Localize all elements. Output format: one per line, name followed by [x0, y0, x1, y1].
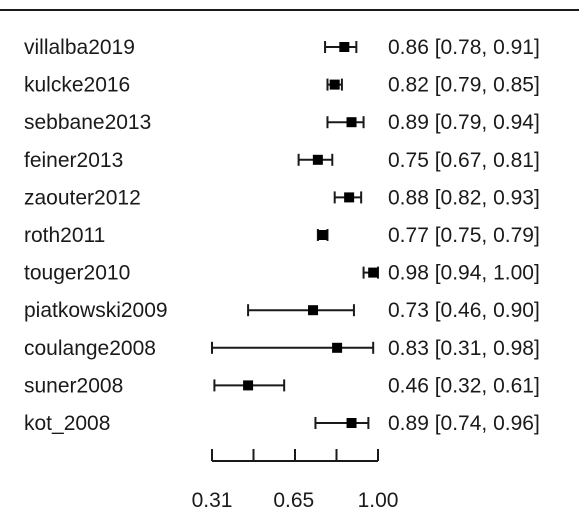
study-row: feiner2013 0.75 [0.67, 0.81]	[24, 149, 540, 172]
x-tick-label: 0.65	[273, 489, 314, 512]
point-estimate-marker	[346, 418, 357, 428]
study-label: zaouter2012	[24, 186, 141, 209]
study-label: piatkowski2009	[24, 299, 168, 322]
x-tick-label: 0.31	[192, 489, 233, 512]
point-estimate-marker	[368, 267, 379, 278]
x-tick-label: 1.00	[358, 489, 399, 512]
study-row: piatkowski2009 0.73 [0.46, 0.90]	[24, 299, 540, 322]
point-estimate-marker	[329, 79, 340, 90]
estimate-text: 0.88 [0.82, 0.93]	[388, 186, 540, 209]
study-row: roth2011 0.77 [0.75, 0.79]	[24, 224, 540, 247]
study-label: sebbane2013	[24, 111, 151, 134]
estimate-text: 0.75 [0.67, 0.81]	[388, 149, 540, 172]
estimate-text: 0.89 [0.79, 0.94]	[388, 111, 540, 134]
study-row: sebbane2013 0.89 [0.79, 0.94]	[24, 111, 540, 134]
study-label: coulange2008	[24, 337, 156, 360]
study-label: kulcke2016	[24, 74, 130, 97]
estimate-text: 0.82 [0.79, 0.85]	[388, 74, 540, 97]
study-label: feiner2013	[24, 149, 123, 172]
point-estimate-marker	[339, 42, 350, 52]
study-label: suner2008	[24, 374, 123, 397]
point-estimate-marker	[317, 230, 328, 240]
point-estimate-marker	[346, 117, 357, 128]
study-label: kot_2008	[24, 412, 110, 435]
point-estimate-marker	[243, 380, 254, 391]
point-estimate-marker	[312, 154, 323, 165]
point-estimate-marker	[332, 342, 343, 353]
estimate-text: 0.83 [0.31, 0.98]	[388, 337, 540, 360]
study-rows: villalba2019 0.86 [0.78, 0.91] kulcke2016 0…	[24, 36, 540, 435]
study-row: kulcke2016 0.82 [0.79, 0.85]	[24, 74, 540, 97]
estimate-text: 0.86 [0.78, 0.91]	[388, 36, 540, 59]
study-row: zaouter2012 0.88 [0.82, 0.93]	[24, 186, 540, 209]
study-row: suner2008 0.46 [0.32, 0.61]	[24, 374, 540, 397]
study-label: villalba2019	[24, 36, 135, 59]
study-label: roth2011	[24, 224, 105, 247]
study-label: touger2010	[24, 262, 130, 285]
point-estimate-marker	[344, 192, 355, 203]
study-row: kot_2008 0.89 [0.74, 0.96]	[24, 412, 540, 435]
study-row: touger2010 0.98 [0.94, 1.00]	[24, 262, 540, 285]
study-row: villalba2019 0.86 [0.78, 0.91]	[24, 36, 540, 59]
estimate-text: 0.73 [0.46, 0.90]	[388, 299, 540, 322]
estimate-text: 0.77 [0.75, 0.79]	[388, 224, 540, 247]
estimate-text: 0.98 [0.94, 1.00]	[388, 262, 540, 285]
point-estimate-marker	[308, 305, 319, 316]
x-axis: 0.31 0.65 1.00	[192, 449, 399, 512]
estimate-text: 0.89 [0.74, 0.96]	[388, 412, 540, 435]
study-row: coulange2008 0.83 [0.31, 0.98]	[24, 337, 540, 360]
estimate-text: 0.46 [0.32, 0.61]	[388, 374, 540, 397]
